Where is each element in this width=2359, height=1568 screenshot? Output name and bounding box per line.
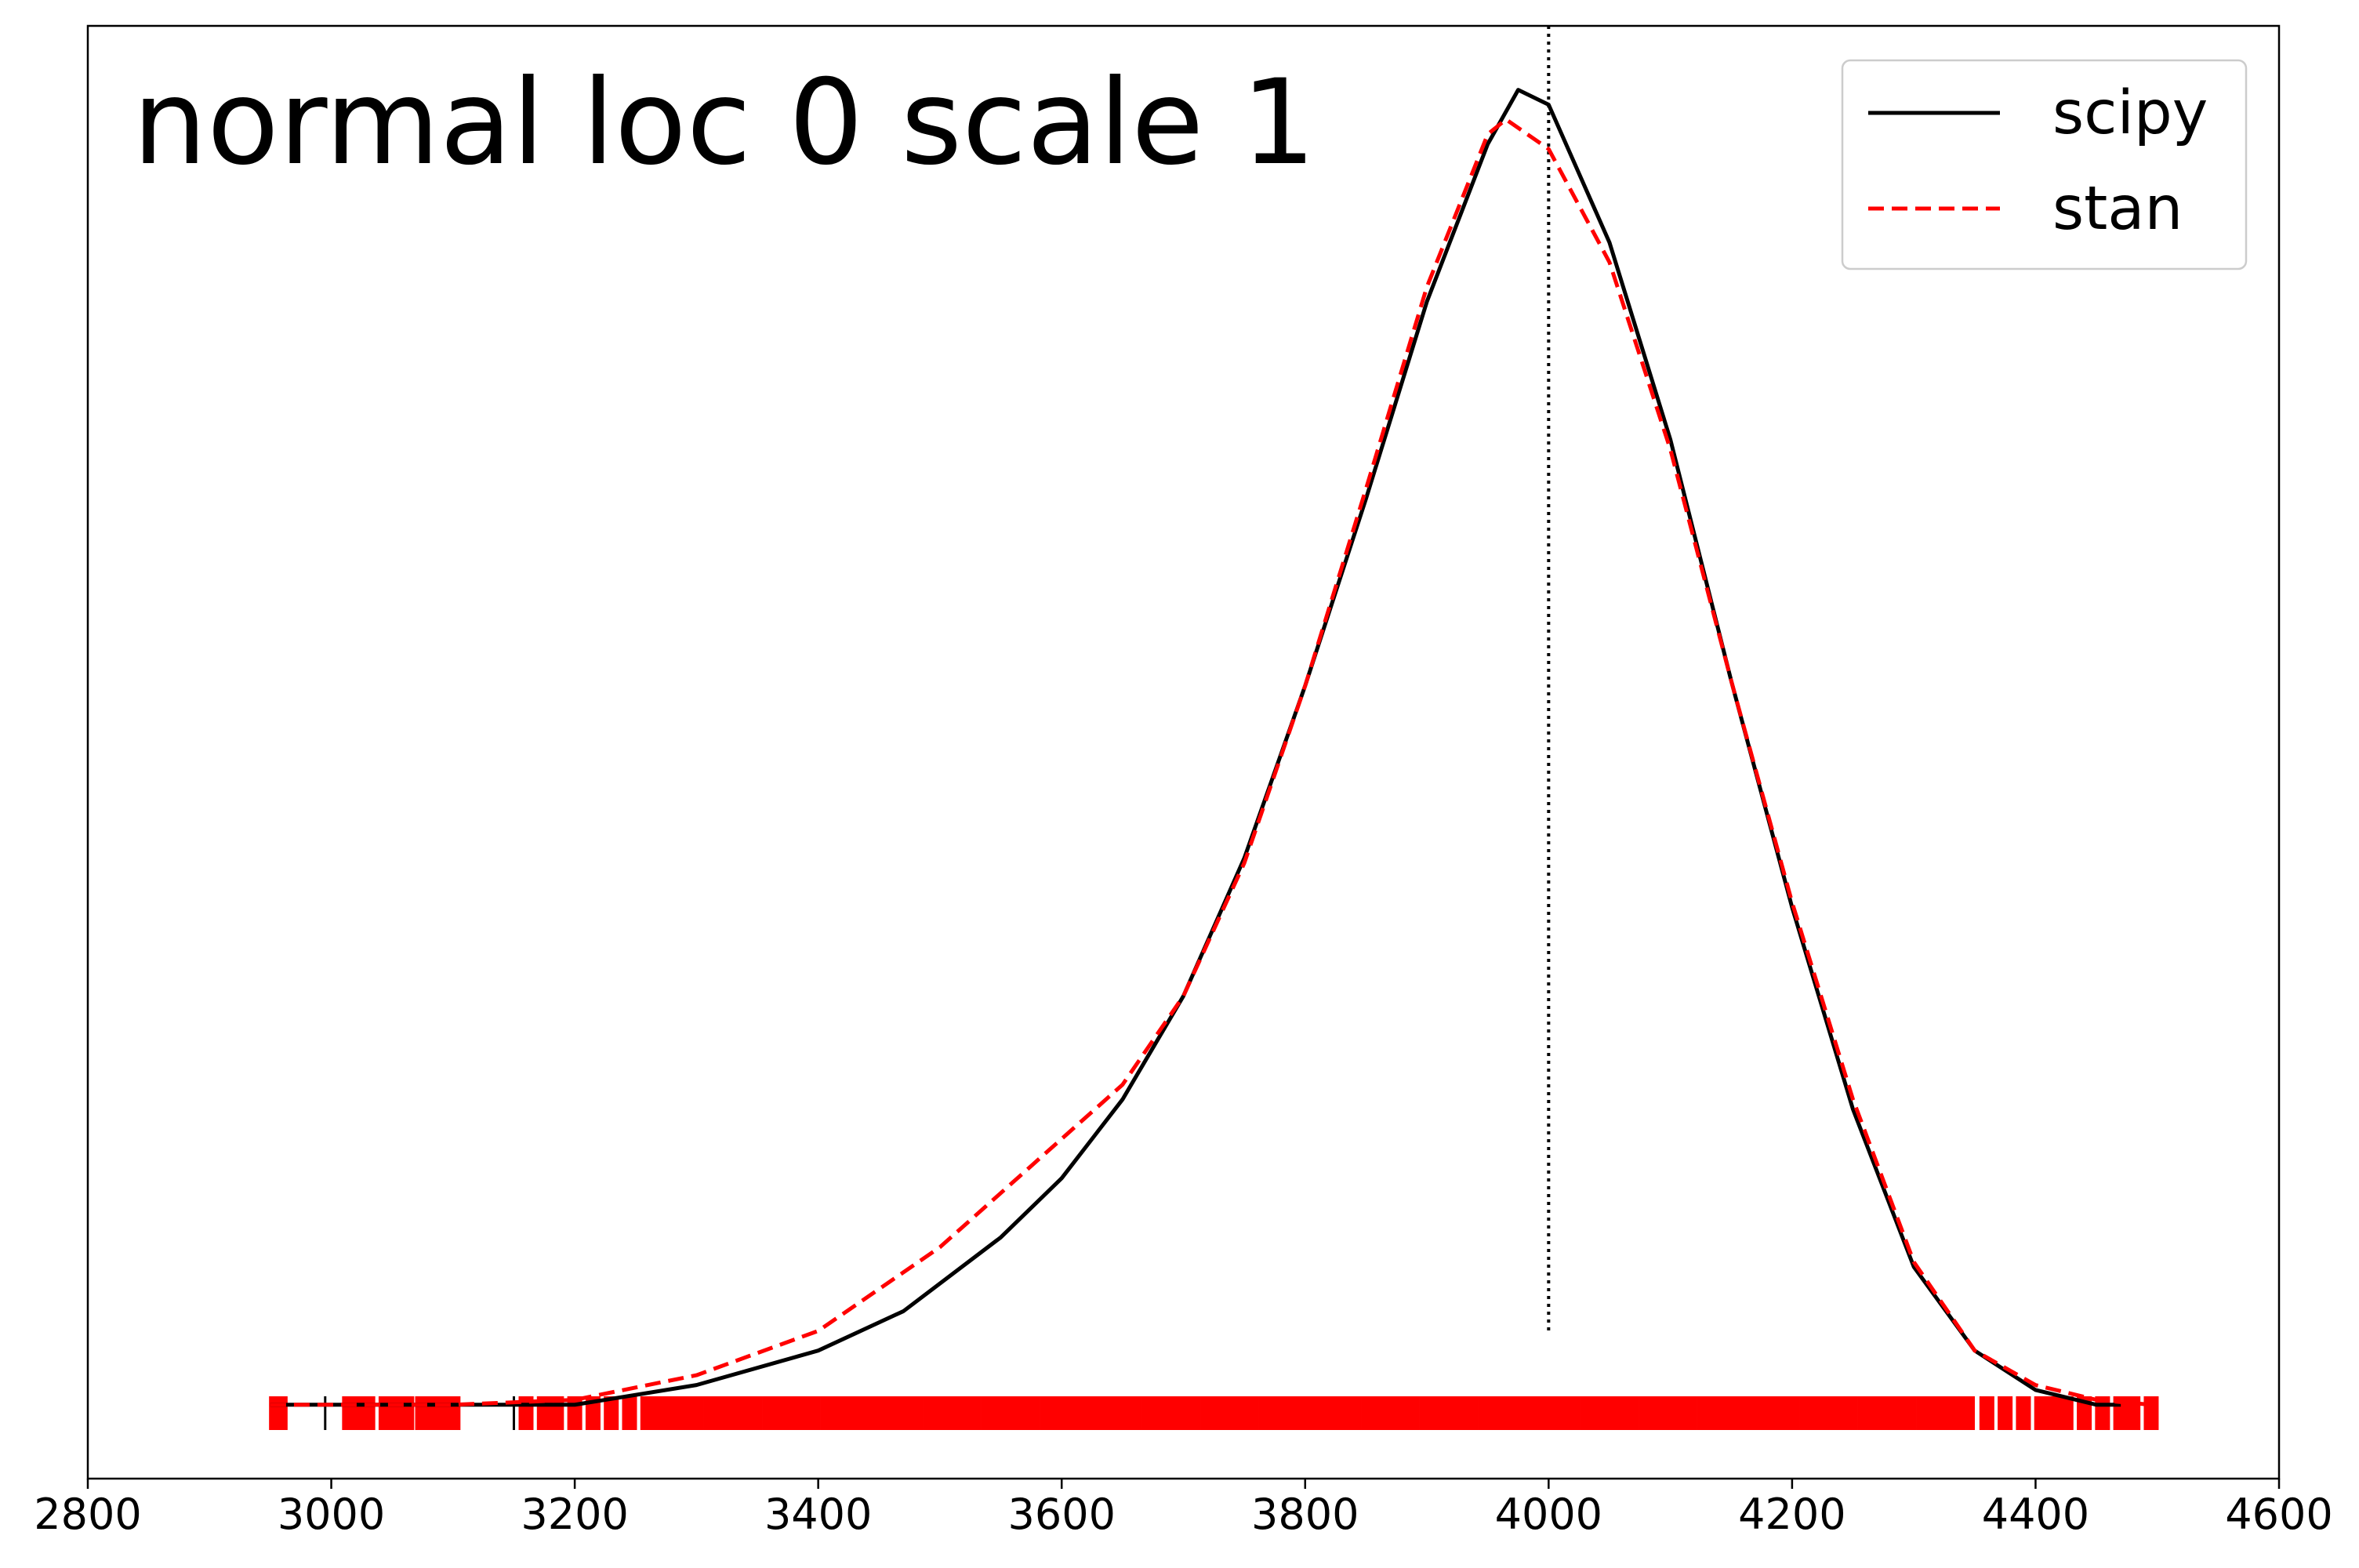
axes-frame [86, 24, 2281, 1480]
x-tick-label: 3000 [278, 1490, 385, 1539]
density-line [270, 88, 2121, 1407]
x-tick-label: 4400 [1982, 1490, 2089, 1539]
x-tick-label: 3200 [521, 1490, 628, 1539]
plot-area [269, 26, 2159, 1430]
legend-label: scipy [2052, 78, 2208, 148]
legend-label: stan [2052, 174, 2183, 244]
x-tick-label: 4200 [1738, 1490, 1845, 1539]
density-line [270, 117, 2152, 1407]
x-tick-label: 3400 [764, 1490, 872, 1539]
chart-title: normal loc 0 scale 1 [132, 55, 1316, 191]
x-tick-label: 3800 [1251, 1490, 1359, 1539]
x-tick-label: 3600 [1008, 1490, 1116, 1539]
x-tick-label: 4000 [1495, 1490, 1602, 1539]
x-tick-label: 4600 [2225, 1490, 2332, 1539]
x-tick-label: 2800 [34, 1490, 141, 1539]
